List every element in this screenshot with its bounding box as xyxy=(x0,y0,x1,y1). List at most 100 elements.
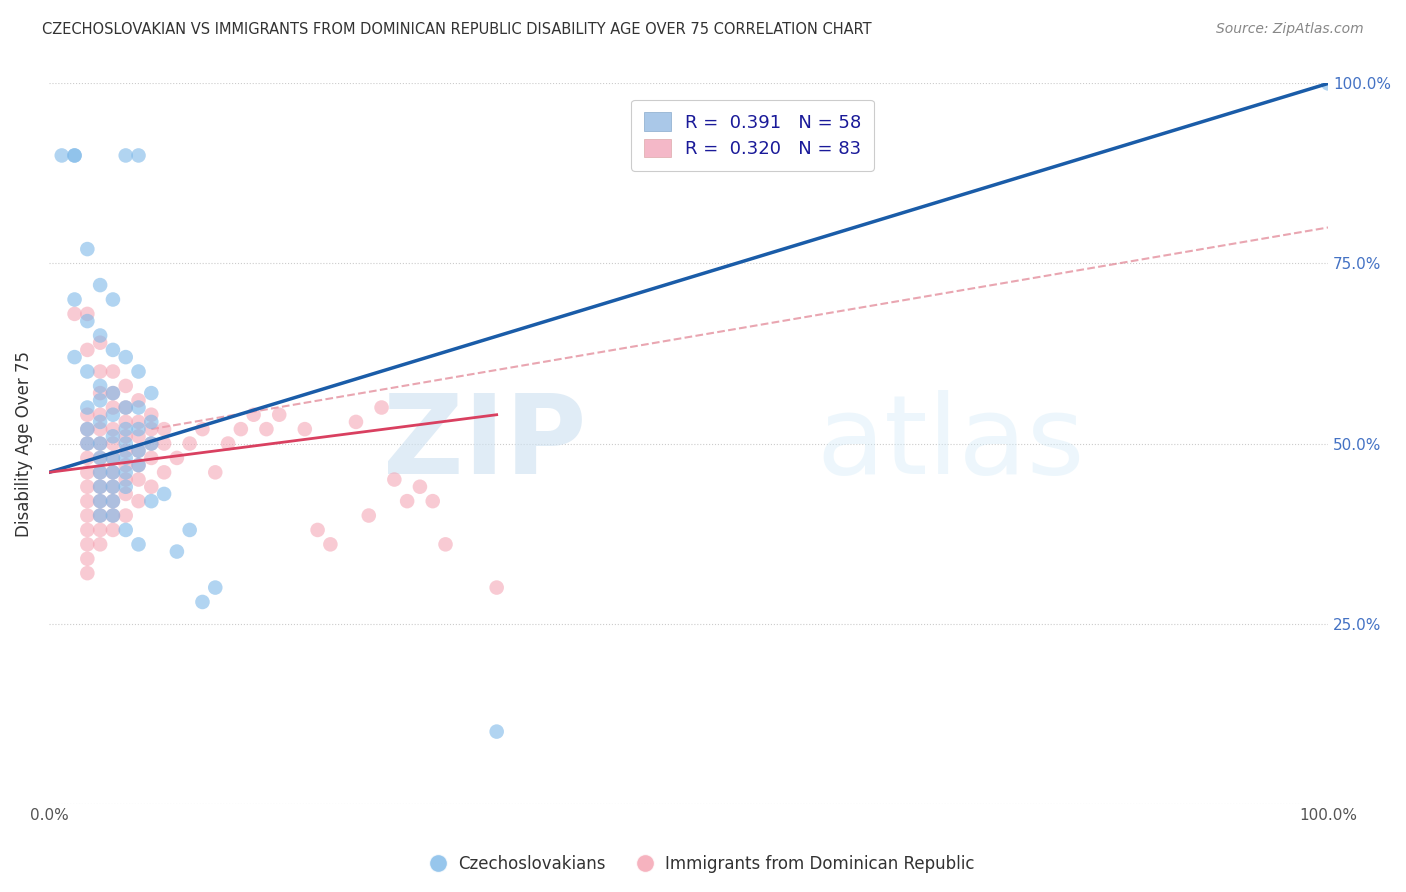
Point xyxy=(76,494,98,508)
Point xyxy=(76,523,98,537)
Point xyxy=(128,458,150,472)
Point xyxy=(101,466,124,480)
Point xyxy=(76,307,98,321)
Text: atlas: atlas xyxy=(817,390,1085,497)
Point xyxy=(63,148,86,162)
Point xyxy=(294,422,316,436)
Point xyxy=(269,408,291,422)
Point xyxy=(114,401,136,415)
Point xyxy=(101,466,124,480)
Point xyxy=(153,436,176,450)
Point xyxy=(76,408,98,422)
Point xyxy=(128,401,150,415)
Point xyxy=(89,422,111,436)
Text: Source: ZipAtlas.com: Source: ZipAtlas.com xyxy=(1216,22,1364,37)
Point xyxy=(409,480,432,494)
Point xyxy=(101,436,124,450)
Point xyxy=(114,401,136,415)
Point xyxy=(114,379,136,393)
Point xyxy=(101,386,124,401)
Point xyxy=(141,436,163,450)
Point xyxy=(76,466,98,480)
Point xyxy=(114,466,136,480)
Point xyxy=(63,293,86,307)
Point xyxy=(128,148,150,162)
Point xyxy=(114,487,136,501)
Point xyxy=(114,443,136,458)
Point xyxy=(370,401,392,415)
Point xyxy=(89,364,111,378)
Point xyxy=(396,494,419,508)
Point xyxy=(101,401,124,415)
Point xyxy=(101,343,124,357)
Point xyxy=(101,364,124,378)
Text: CZECHOSLOVAKIAN VS IMMIGRANTS FROM DOMINICAN REPUBLIC DISABILITY AGE OVER 75 COR: CZECHOSLOVAKIAN VS IMMIGRANTS FROM DOMIN… xyxy=(42,22,872,37)
Point xyxy=(114,458,136,472)
Point xyxy=(76,401,98,415)
Point xyxy=(204,581,226,595)
Point xyxy=(101,523,124,537)
Legend: R =  0.391   N = 58, R =  0.320   N = 83: R = 0.391 N = 58, R = 0.320 N = 83 xyxy=(631,100,875,171)
Point xyxy=(51,148,73,162)
Point xyxy=(76,436,98,450)
Point xyxy=(76,436,98,450)
Point xyxy=(89,466,111,480)
Point xyxy=(422,494,444,508)
Point xyxy=(76,343,98,357)
Point xyxy=(166,544,188,558)
Point xyxy=(191,595,214,609)
Point xyxy=(101,494,124,508)
Point xyxy=(89,480,111,494)
Point xyxy=(89,450,111,465)
Point xyxy=(101,386,124,401)
Point xyxy=(76,314,98,328)
Point xyxy=(114,473,136,487)
Point xyxy=(89,415,111,429)
Point xyxy=(141,415,163,429)
Point xyxy=(141,422,163,436)
Point xyxy=(89,379,111,393)
Point xyxy=(128,443,150,458)
Point xyxy=(101,450,124,465)
Point xyxy=(128,364,150,378)
Point xyxy=(485,724,508,739)
Text: ZIP: ZIP xyxy=(382,390,586,497)
Point xyxy=(76,566,98,581)
Point xyxy=(101,508,124,523)
Point xyxy=(179,523,201,537)
Point xyxy=(153,487,176,501)
Point xyxy=(89,494,111,508)
Point xyxy=(89,508,111,523)
Point xyxy=(89,408,111,422)
Point xyxy=(76,422,98,436)
Point xyxy=(101,429,124,443)
Point xyxy=(128,458,150,472)
Point xyxy=(114,523,136,537)
Point xyxy=(63,350,86,364)
Point xyxy=(101,508,124,523)
Point xyxy=(191,422,214,436)
Point xyxy=(217,436,239,450)
Point xyxy=(242,408,264,422)
Point xyxy=(128,494,150,508)
Point xyxy=(128,429,150,443)
Point xyxy=(63,148,86,162)
Point xyxy=(485,581,508,595)
Point xyxy=(76,242,98,256)
Point xyxy=(307,523,329,537)
Point xyxy=(89,386,111,401)
Point xyxy=(434,537,457,551)
Point xyxy=(114,429,136,443)
Point xyxy=(89,480,111,494)
Point xyxy=(141,450,163,465)
Point xyxy=(254,422,277,436)
Point xyxy=(141,494,163,508)
Point xyxy=(153,422,176,436)
Point xyxy=(89,393,111,408)
Point xyxy=(141,408,163,422)
Point xyxy=(319,537,342,551)
Point xyxy=(89,335,111,350)
Point xyxy=(101,494,124,508)
Point xyxy=(89,436,111,450)
Point xyxy=(141,436,163,450)
